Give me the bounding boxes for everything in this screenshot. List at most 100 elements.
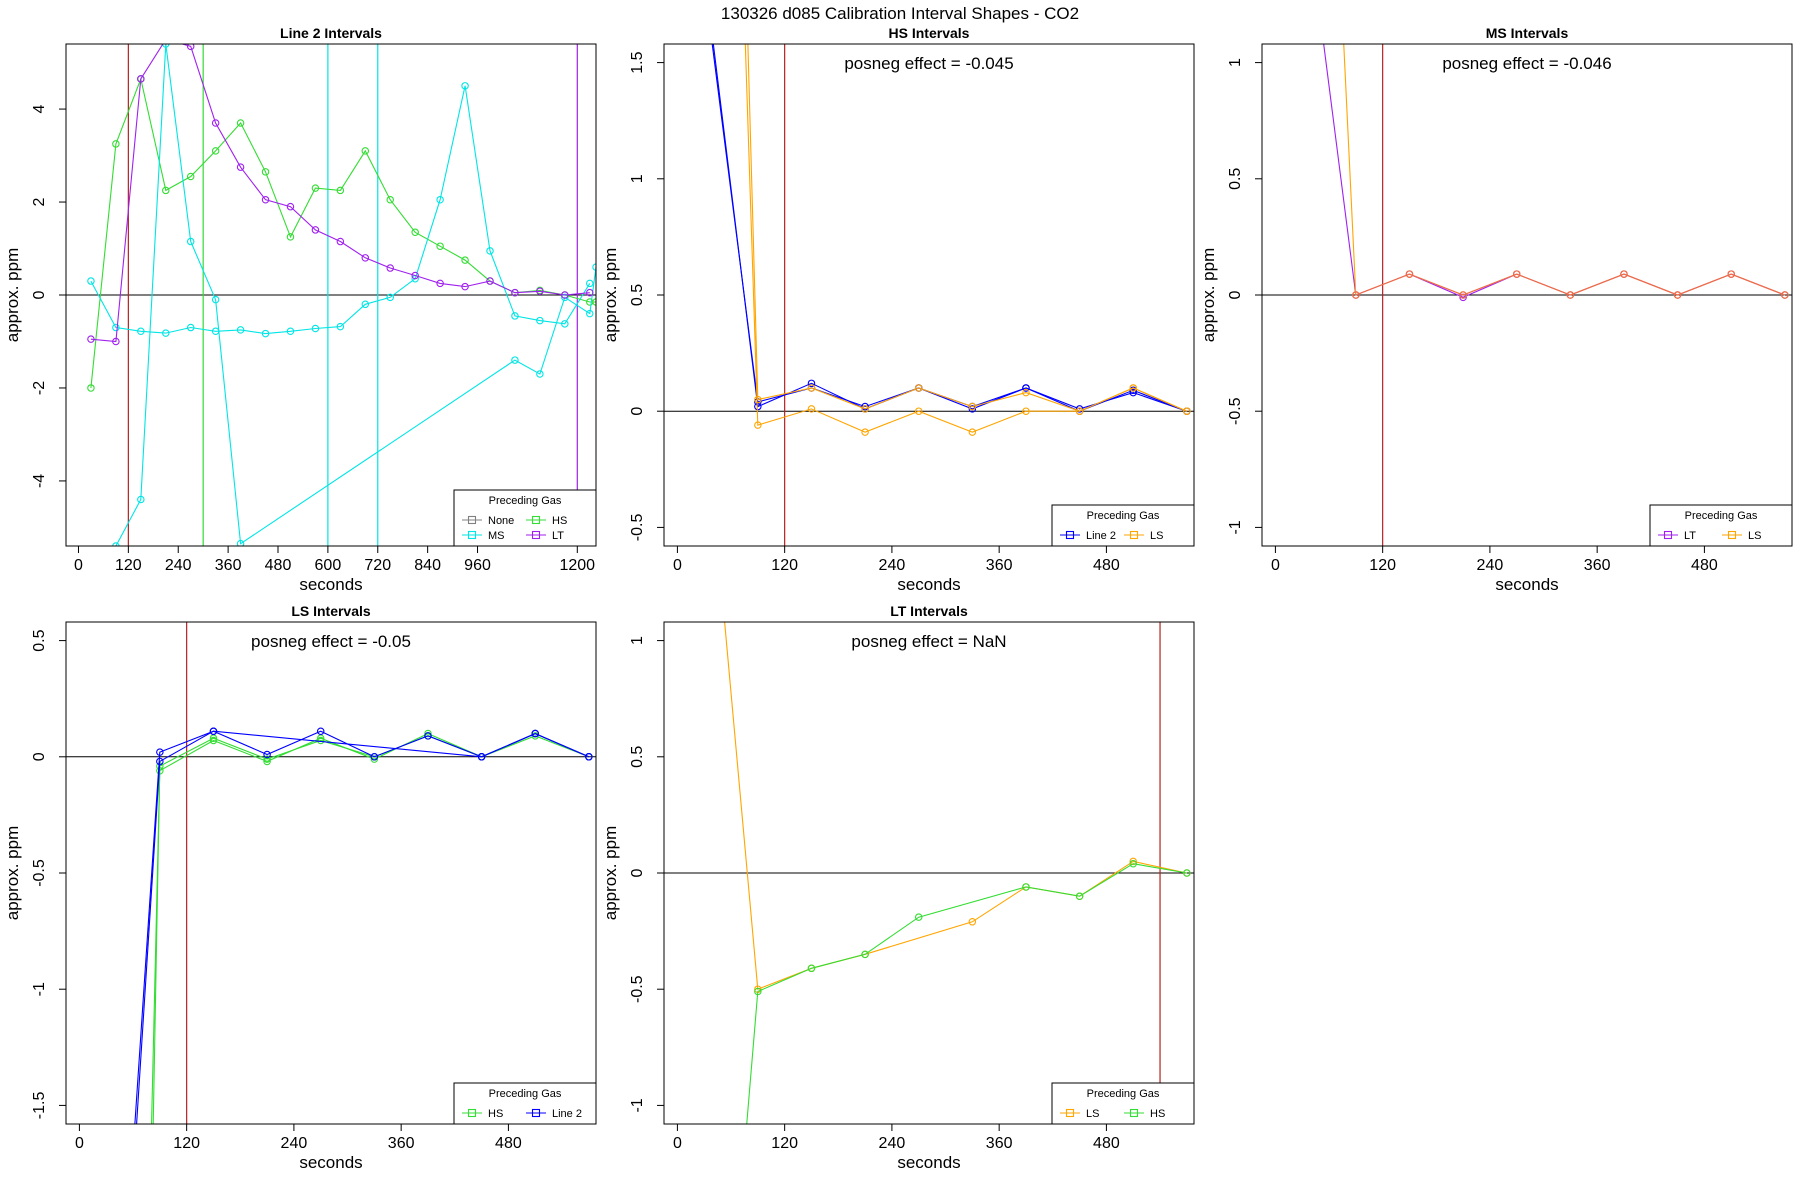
data-point	[286, 202, 295, 211]
x-tick-label: 360	[215, 557, 242, 574]
x-tick-label: 1200	[559, 557, 595, 574]
legend-box	[453, 489, 597, 547]
x-tick-label: 360	[986, 557, 1013, 574]
x-tick-label: 0	[673, 557, 682, 574]
data-point	[112, 140, 120, 148]
x-tick-label: 480	[1691, 557, 1718, 574]
data-point	[561, 320, 569, 328]
data-point	[511, 288, 519, 297]
data-point	[1075, 892, 1084, 900]
series-line	[136, 730, 590, 1124]
x-tick-label: 840	[414, 557, 441, 574]
data-point	[861, 950, 869, 959]
y-axis-label: approx. ppm	[1199, 248, 1218, 343]
data-point	[968, 918, 977, 926]
legend: Preceding Gas LS HS	[1051, 1082, 1195, 1125]
x-axis-label: seconds	[299, 575, 362, 594]
y-tick-label: 0	[31, 752, 48, 761]
data-point	[586, 309, 594, 318]
y-tick-label: -0.5	[629, 975, 646, 1003]
legend-entry: HS	[526, 515, 567, 527]
data-point	[1022, 407, 1030, 415]
series-line	[744, 44, 1188, 433]
legend-entry: HS	[1124, 1108, 1165, 1120]
data-point	[209, 734, 218, 742]
plot-frame	[65, 43, 597, 547]
series-line	[90, 85, 591, 335]
data-point	[162, 44, 170, 48]
data-point	[914, 913, 923, 921]
data-point	[861, 402, 869, 411]
legend-label: LS	[1150, 530, 1163, 542]
data-point	[162, 329, 170, 337]
data-point	[1781, 291, 1789, 299]
legend: Preceding Gas Line 2 LS	[1051, 504, 1195, 547]
legend-swatch-square	[1663, 530, 1673, 540]
legend-title: Preceding Gas	[1087, 1088, 1160, 1100]
data-point	[311, 184, 320, 192]
data-point	[1022, 384, 1030, 392]
data-point	[561, 293, 569, 302]
data-point	[561, 291, 569, 299]
data-point	[1183, 869, 1191, 877]
x-tick-label: 240	[281, 1135, 308, 1152]
data-point	[311, 226, 320, 234]
data-point	[1459, 293, 1467, 302]
chart-panel-4: LS Intervals 0 120 240 360 480 seconds -1.5 -1 -0…	[3, 603, 597, 1172]
posneg-annotation: posneg effect = NaN	[851, 632, 1006, 651]
x-tick-label: 240	[1477, 557, 1504, 574]
data-point	[386, 264, 394, 272]
data-point	[88, 547, 94, 553]
data-point	[461, 256, 469, 264]
y-axis-label: approx. ppm	[601, 248, 620, 343]
y-axis-label: approx. ppm	[3, 826, 22, 921]
chart-title: LS Intervals	[291, 603, 371, 619]
x-tick-label: 0	[1271, 557, 1280, 574]
data-point	[163, 36, 169, 42]
data-point	[336, 237, 345, 246]
data-point	[585, 753, 593, 761]
data-point	[209, 736, 218, 745]
legend-entry: LS	[1060, 1108, 1099, 1120]
legend-label: HS	[1150, 1108, 1165, 1120]
y-axis: -1.5 -1 -0.5 0 0.5	[31, 629, 66, 1119]
y-tick-label: -0.5	[31, 859, 48, 887]
y-tick-label: 0.5	[629, 284, 646, 306]
chart-title: HS Intervals	[889, 25, 970, 41]
series-ms	[87, 82, 594, 338]
data-point	[1339, 13, 1345, 19]
data-point	[261, 168, 270, 176]
y-axis: -4 -2 0 2 4	[31, 105, 66, 488]
data-point	[1727, 270, 1735, 278]
plot-area	[664, 44, 1194, 546]
legend-box	[453, 1082, 597, 1125]
x-axis: 0 120 240 360 480	[75, 1124, 522, 1152]
legend-title: Preceding Gas	[489, 1088, 562, 1100]
data-point	[536, 370, 544, 378]
series-hs	[746, 859, 1191, 1124]
y-tick-label: -1	[629, 1098, 646, 1112]
y-tick-label: 0.5	[629, 746, 646, 768]
y-axis: -1 -0.5 0 0.5 1	[629, 636, 664, 1113]
legend: Preceding Gas None HS MS LT	[453, 489, 597, 547]
x-axis: 0 120 240 360 480 600 720 840 960 1200	[74, 546, 595, 574]
data-point	[137, 75, 145, 83]
data-point	[87, 335, 95, 343]
x-axis: 0 120 240 360 480	[673, 1124, 1120, 1152]
legend-label: LT	[552, 530, 564, 542]
legend: Preceding Gas HS Line 2	[453, 1082, 597, 1125]
legend-entry: LT	[526, 530, 564, 542]
chart-title: MS Intervals	[1486, 25, 1569, 41]
y-tick-label: 0.5	[31, 629, 48, 651]
data-point	[411, 271, 419, 280]
legend-label: HS	[488, 1108, 503, 1120]
x-tick-label: 120	[1369, 557, 1396, 574]
data-point	[156, 748, 164, 756]
data-point	[436, 195, 444, 204]
data-point	[156, 757, 164, 766]
legend-swatch-square	[1065, 1108, 1075, 1118]
series-line-2	[136, 727, 593, 1124]
